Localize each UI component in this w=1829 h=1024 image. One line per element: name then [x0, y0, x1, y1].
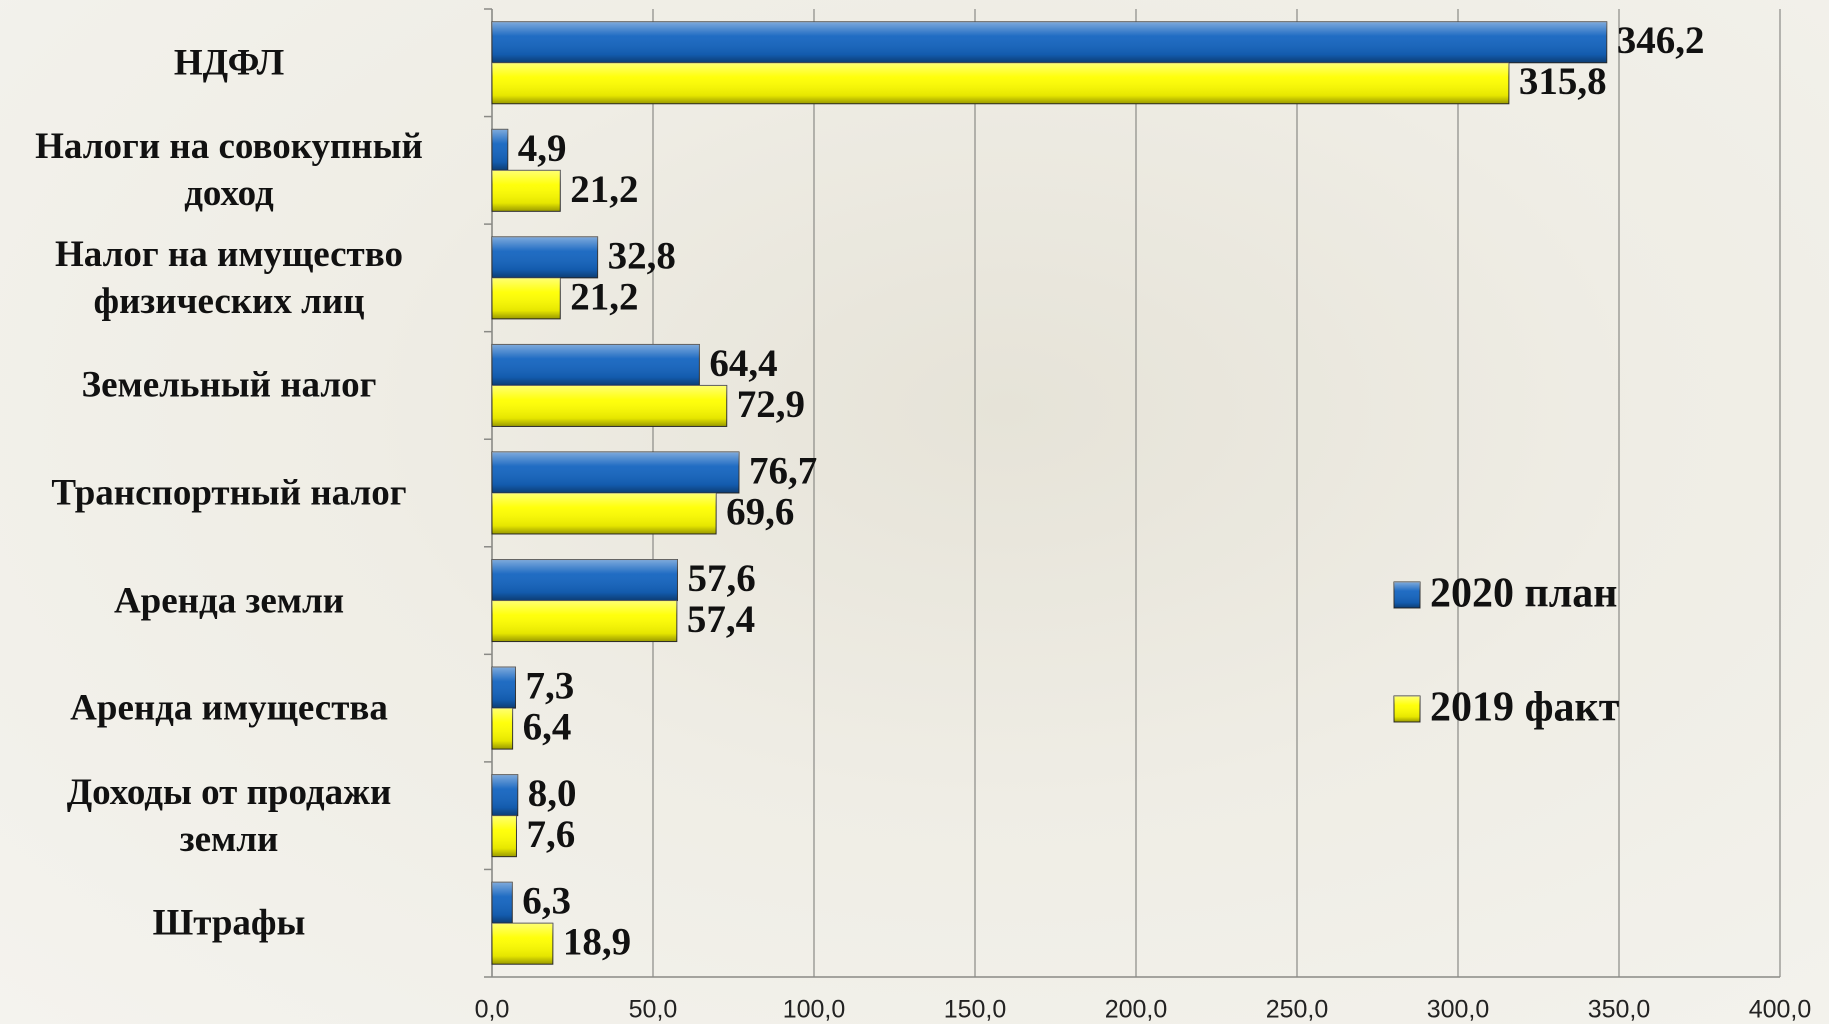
x-tick-label: 350,0 — [1588, 996, 1651, 1024]
value-label: 346,2 — [1617, 19, 1705, 62]
category-label: Налог на имущество физических лиц — [55, 233, 403, 322]
category-label: Налоги на совокупный доход — [35, 126, 423, 215]
bar-group — [491, 128, 509, 171]
x-tick-label: 150,0 — [944, 996, 1007, 1024]
bar-shine — [492, 559, 678, 601]
value-label: 69,6 — [726, 490, 794, 533]
bar-group — [491, 559, 678, 602]
x-tick-label: 0,0 — [475, 996, 510, 1024]
category-label: Транспортный налог — [51, 472, 407, 514]
legend-label: 2020 план — [1430, 571, 1617, 617]
bar-shine — [492, 882, 513, 924]
bar-group — [491, 707, 514, 750]
category-label: Земельный налог — [81, 364, 377, 406]
bar-group — [491, 881, 513, 924]
value-label: 32,8 — [608, 234, 676, 277]
value-label: 4,9 — [518, 127, 567, 170]
x-tick-label: 50,0 — [629, 996, 678, 1024]
value-label: 76,7 — [749, 449, 817, 492]
value-label: 21,2 — [570, 275, 638, 318]
bar-group — [491, 815, 517, 858]
value-label: 8,0 — [528, 772, 577, 815]
bar-group — [491, 600, 678, 643]
bar-group — [491, 451, 740, 494]
bar-group — [491, 62, 1510, 105]
value-label: 21,2 — [570, 168, 638, 211]
value-label: 57,4 — [687, 598, 755, 641]
legend-label: 2019 факт — [1430, 685, 1620, 731]
bar-shine — [492, 170, 561, 212]
bar-group — [491, 343, 700, 386]
bar-shine — [492, 815, 517, 857]
bar-shine — [492, 344, 700, 386]
bar-group — [491, 21, 1608, 64]
bar-group — [491, 666, 517, 709]
bar-group — [491, 277, 561, 320]
category-label: Аренда земли — [113, 580, 345, 622]
value-label: 72,9 — [737, 383, 805, 426]
x-tick-label: 400,0 — [1749, 996, 1812, 1024]
bar-group — [491, 236, 599, 279]
value-label: 6,3 — [522, 880, 571, 923]
value-label: 57,6 — [687, 557, 755, 600]
legend-swatch-shine — [1394, 582, 1420, 608]
bar-shine — [492, 600, 677, 642]
category-label: НДФЛ — [173, 42, 285, 84]
bar-shine — [492, 21, 1607, 63]
value-label: 6,4 — [523, 706, 572, 749]
bar-shine — [492, 236, 598, 278]
bar-shine — [492, 774, 518, 816]
bar-shine — [492, 923, 553, 965]
bar-group — [491, 492, 717, 535]
value-label: 7,3 — [526, 665, 575, 708]
value-label: 7,6 — [526, 813, 575, 856]
value-label: 18,9 — [563, 921, 631, 964]
x-tick-label: 300,0 — [1427, 996, 1490, 1024]
bar-group — [491, 774, 519, 817]
bar-group — [491, 922, 554, 965]
bar-shine — [492, 129, 508, 171]
x-tick-label: 250,0 — [1266, 996, 1329, 1024]
bar-shine — [492, 385, 727, 427]
category-label: Аренда имущества — [70, 687, 388, 729]
category-label: Штрафы — [152, 902, 306, 944]
bar-shine — [492, 62, 1509, 104]
bar-shine — [492, 452, 739, 493]
bar-shine — [492, 667, 516, 709]
category-label: Доходы от продажи земли — [66, 771, 392, 860]
value-label: 64,4 — [709, 342, 777, 385]
value-label: 315,8 — [1519, 60, 1607, 103]
bar-group — [491, 384, 728, 427]
bar-shine — [492, 708, 513, 750]
bar-shine — [492, 277, 561, 319]
legend-swatch-shine — [1394, 696, 1420, 722]
bar-shine — [492, 493, 717, 534]
bar-group — [491, 169, 561, 212]
x-tick-label: 100,0 — [783, 996, 846, 1024]
x-tick-label: 200,0 — [1105, 996, 1168, 1024]
